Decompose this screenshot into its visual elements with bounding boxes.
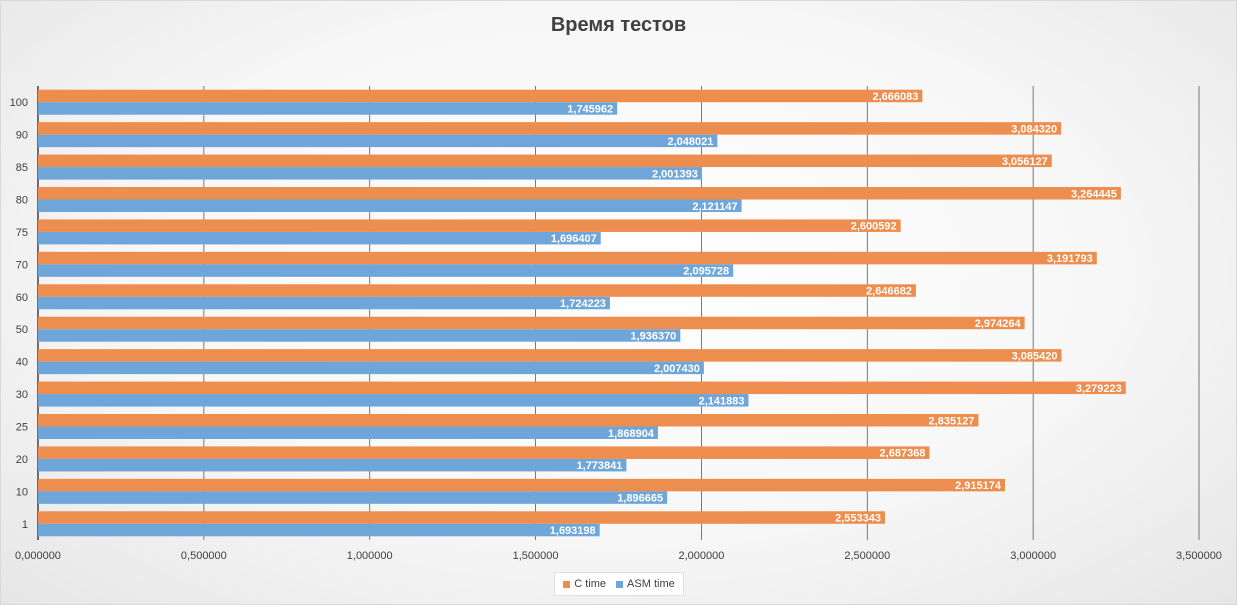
bar-asm-time bbox=[38, 231, 601, 245]
bar-c-time bbox=[38, 349, 1062, 362]
data-label-c-time: 2,687368 bbox=[880, 448, 926, 460]
x-tick-label: 3,000000 bbox=[1010, 550, 1056, 562]
y-tick-label: 10 bbox=[16, 486, 28, 498]
data-label-asm-time: 1,896665 bbox=[617, 493, 663, 505]
bar-asm-time bbox=[38, 167, 702, 180]
data-label-c-time: 3,085420 bbox=[1012, 350, 1058, 362]
x-tick-label: 3,500000 bbox=[1176, 550, 1222, 562]
data-label-c-time: 3,056127 bbox=[1002, 156, 1048, 168]
bar-c-time bbox=[38, 381, 1126, 395]
legend: C time ASM time bbox=[554, 572, 684, 596]
bar-c-time bbox=[38, 316, 1025, 330]
y-tick-label: 25 bbox=[16, 422, 28, 434]
data-label-c-time: 2,600592 bbox=[851, 221, 897, 233]
bar-c-time bbox=[38, 89, 923, 103]
bar-asm-time bbox=[38, 264, 734, 277]
y-tick-label: 30 bbox=[16, 389, 28, 401]
bar-asm-time bbox=[38, 102, 618, 115]
bar-c-time bbox=[38, 478, 1006, 492]
bar-asm-time bbox=[38, 329, 681, 342]
data-label-asm-time: 1,724223 bbox=[560, 298, 606, 310]
y-tick-label: 75 bbox=[16, 227, 28, 239]
data-label-asm-time: 1,745962 bbox=[567, 103, 613, 115]
data-label-c-time: 3,084320 bbox=[1011, 123, 1057, 135]
bar-asm-time bbox=[38, 296, 610, 310]
y-tick-label: 70 bbox=[16, 259, 28, 271]
x-tick-label: 2,000000 bbox=[678, 550, 724, 562]
y-tick-label: 100 bbox=[10, 97, 28, 109]
bar-asm-time bbox=[38, 134, 718, 148]
chart-title: Время тестов bbox=[550, 14, 687, 36]
data-label-asm-time: 2,141883 bbox=[699, 395, 745, 407]
bar-c-time bbox=[38, 251, 1097, 265]
data-label-c-time: 3,264445 bbox=[1071, 188, 1117, 200]
bar-asm-time bbox=[38, 458, 627, 472]
data-label-asm-time: 2,007430 bbox=[654, 363, 700, 375]
data-label-asm-time: 1,936370 bbox=[630, 330, 676, 342]
y-tick-label: 80 bbox=[16, 195, 28, 207]
bar-asm-time bbox=[38, 491, 668, 504]
y-tick-label: 1 bbox=[22, 519, 28, 531]
bar-c-time bbox=[38, 284, 916, 297]
data-label-asm-time: 1,696407 bbox=[551, 233, 597, 245]
bar-asm-time bbox=[38, 361, 704, 375]
data-label-asm-time: 2,095728 bbox=[683, 266, 729, 278]
y-tick-label: 90 bbox=[16, 130, 28, 142]
bar-c-time bbox=[38, 187, 1121, 200]
bar-c-time bbox=[38, 446, 930, 459]
data-label-c-time: 2,646682 bbox=[866, 286, 912, 298]
legend-swatch-asm-time bbox=[616, 580, 624, 588]
x-tick-label: 2,500000 bbox=[844, 550, 890, 562]
bar-c-time bbox=[38, 122, 1062, 135]
data-label-c-time: 2,835127 bbox=[929, 415, 975, 427]
data-label-asm-time: 1,693198 bbox=[550, 525, 596, 537]
y-tick-label: 40 bbox=[16, 357, 28, 369]
data-label-c-time: 2,974264 bbox=[975, 318, 1022, 330]
x-tick-label: 0,500000 bbox=[181, 550, 227, 562]
legend-swatch-c-time bbox=[563, 580, 571, 588]
data-label-c-time: 3,279223 bbox=[1076, 383, 1122, 395]
data-label-asm-time: 2,121147 bbox=[692, 201, 737, 213]
y-tick-label: 85 bbox=[16, 162, 28, 174]
bar-c-time bbox=[38, 511, 885, 524]
legend-item-c-time: C time bbox=[563, 578, 606, 590]
data-label-c-time: 2,915174 bbox=[955, 480, 1002, 492]
legend-label-c-time: C time bbox=[574, 578, 607, 590]
x-tick-label: 0,000000 bbox=[15, 550, 61, 562]
x-tick-label: 1,000000 bbox=[347, 550, 393, 562]
data-label-asm-time: 2,048021 bbox=[667, 136, 713, 148]
data-label-asm-time: 1,868904 bbox=[608, 428, 655, 440]
x-tick-label: 1,500000 bbox=[513, 550, 559, 562]
y-tick-label: 60 bbox=[16, 292, 28, 304]
bar-asm-time bbox=[38, 523, 600, 537]
data-label-c-time: 3,191793 bbox=[1047, 253, 1093, 265]
bar-c-time bbox=[38, 154, 1052, 168]
bar-c-time bbox=[38, 219, 901, 232]
y-tick-label: 20 bbox=[16, 454, 28, 466]
y-tick-label: 50 bbox=[16, 324, 28, 336]
bar-c-time bbox=[38, 414, 979, 427]
bar-asm-time bbox=[38, 394, 749, 407]
data-label-asm-time: 1,773841 bbox=[577, 460, 623, 472]
legend-item-asm-time: ASM time bbox=[616, 578, 675, 590]
legend-label-asm-time: ASM time bbox=[627, 578, 675, 590]
data-label-c-time: 2,553343 bbox=[835, 513, 881, 525]
data-label-c-time: 2,666083 bbox=[872, 91, 918, 103]
bar-asm-time bbox=[38, 426, 658, 439]
data-label-asm-time: 2,001393 bbox=[652, 168, 698, 180]
bar-asm-time bbox=[38, 199, 742, 212]
